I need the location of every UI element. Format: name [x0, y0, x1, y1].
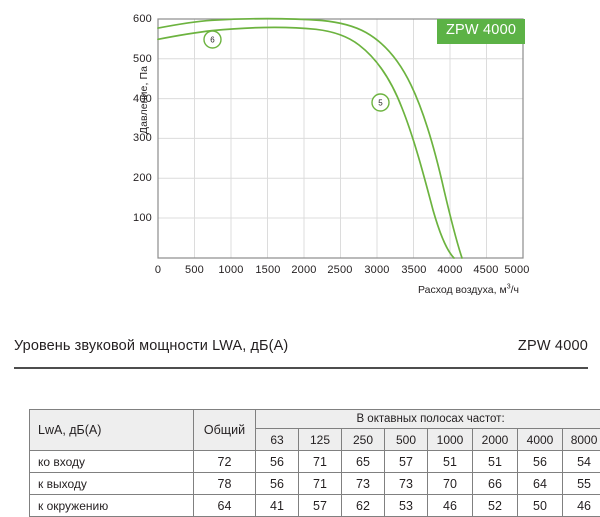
cell-band-63: 56 [256, 473, 299, 495]
table-body: ко входу 72 56 71 65 57 51 51 56 54 к вы… [30, 451, 600, 517]
header-row-label: LwA, дБ(А) [30, 410, 194, 451]
cell-band-250: 65 [342, 451, 385, 473]
header-band-1000: 1000 [428, 429, 473, 451]
x-tick-3500: 3500 [396, 264, 432, 276]
chart-legend-badge: ZPW 4000 [437, 19, 525, 44]
cell-band-1000: 70 [428, 473, 473, 495]
cell-band-8000: 46 [563, 495, 600, 517]
x-axis-title: Расход воздуха, м3/ч [418, 284, 519, 296]
header-band-2000: 2000 [473, 429, 518, 451]
x-tick-2000: 2000 [286, 264, 322, 276]
cell-band-2000: 52 [473, 495, 518, 517]
cell-band-250: 73 [342, 473, 385, 495]
cell-band-125: 57 [299, 495, 342, 517]
header-bands-group: В октавных полосах частот: [256, 410, 600, 429]
curve-marker-5-label: 5 [378, 99, 383, 108]
sound-power-table: LwA, дБ(А) Общий В октавных полосах част… [29, 409, 600, 517]
sound-power-table-wrapper: LwA, дБ(А) Общий В октавных полосах част… [14, 367, 588, 369]
table-row: ко входу 72 56 71 65 57 51 51 56 54 [30, 451, 600, 473]
cell-band-125: 71 [299, 451, 342, 473]
header-band-125: 125 [299, 429, 342, 451]
x-axis-title-tail: /ч [511, 284, 519, 296]
x-tick-0: 0 [148, 264, 168, 276]
cell-band-63: 41 [256, 495, 299, 517]
row-label: ко входу [30, 451, 194, 473]
x-tick-5000: 5000 [499, 264, 535, 276]
table-row: к окружению 64 41 57 62 53 46 52 50 46 [30, 495, 600, 517]
x-tick-2500: 2500 [322, 264, 358, 276]
row-total: 72 [194, 451, 256, 473]
y-axis-title-container: Давление, Па [108, 10, 128, 260]
cell-band-63: 56 [256, 451, 299, 473]
row-total: 78 [194, 473, 256, 495]
cell-band-500: 73 [385, 473, 428, 495]
x-tick-4000: 4000 [432, 264, 468, 276]
cell-band-500: 57 [385, 451, 428, 473]
cell-band-1000: 46 [428, 495, 473, 517]
cell-band-2000: 51 [473, 451, 518, 473]
cell-band-1000: 51 [428, 451, 473, 473]
cell-band-8000: 54 [563, 451, 600, 473]
cell-band-4000: 50 [518, 495, 563, 517]
table-head: LwA, дБ(А) Общий В октавных полосах част… [30, 410, 600, 451]
curve-marker-6: 6 [204, 31, 221, 48]
y-axis-title: Давление, Па [138, 40, 150, 160]
x-axis-title-main: Расход воздуха, м [418, 284, 507, 296]
row-total: 64 [194, 495, 256, 517]
cell-band-2000: 66 [473, 473, 518, 495]
x-tick-1000: 1000 [213, 264, 249, 276]
curve-marker-6-label: 6 [210, 36, 215, 45]
header-band-4000: 4000 [518, 429, 563, 451]
x-tick-1500: 1500 [250, 264, 286, 276]
header-total: Общий [194, 410, 256, 451]
x-tick-3000: 3000 [359, 264, 395, 276]
sound-power-heading: Уровень звуковой мощности LWA, дБ(А) [14, 338, 288, 354]
cell-band-4000: 56 [518, 451, 563, 473]
cell-band-4000: 64 [518, 473, 563, 495]
cell-band-8000: 55 [563, 473, 600, 495]
header-band-500: 500 [385, 429, 428, 451]
x-tick-500: 500 [180, 264, 209, 276]
header-band-250: 250 [342, 429, 385, 451]
header-band-8000: 8000 [563, 429, 600, 451]
cell-band-125: 71 [299, 473, 342, 495]
cell-band-250: 62 [342, 495, 385, 517]
row-label: к выходу [30, 473, 194, 495]
sound-power-section: Уровень звуковой мощности LWA, дБ(А) ZPW… [0, 326, 600, 479]
cell-band-500: 53 [385, 495, 428, 517]
curve-marker-5: 5 [372, 94, 389, 111]
sound-power-model: ZPW 4000 [518, 338, 588, 354]
header-band-63: 63 [256, 429, 299, 451]
table-row: к выходу 78 56 71 73 73 70 66 64 55 [30, 473, 600, 495]
table-header-row-1: LwA, дБ(А) Общий В октавных полосах част… [30, 410, 600, 429]
row-label: к окружению [30, 495, 194, 517]
performance-chart: 6 5 600 500 400 300 200 100 Давление, Па… [0, 0, 600, 320]
